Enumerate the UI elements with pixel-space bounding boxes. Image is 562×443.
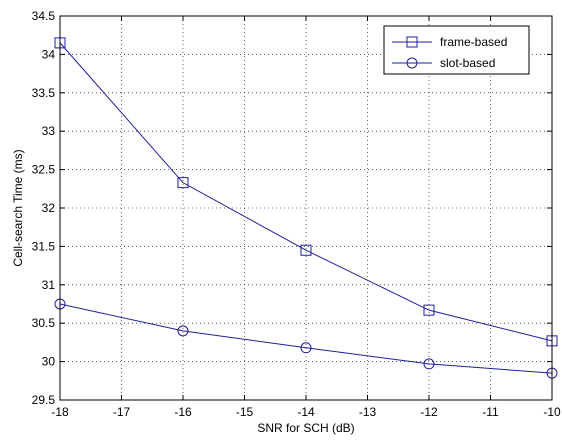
y-tick-label: 31.5	[32, 239, 56, 253]
series-line-slot-based	[59, 303, 553, 374]
y-tick-label: 32	[42, 201, 56, 215]
x-tick-label: -12	[420, 405, 438, 419]
data-point-slot-based	[300, 342, 312, 354]
y-tick-label: 33	[42, 124, 56, 138]
y-tick-label: 33.5	[32, 86, 56, 100]
data-point-slot-based	[177, 325, 189, 337]
y-tick-label: 30	[42, 355, 56, 369]
x-tick-label: -14	[297, 405, 315, 419]
y-tick-label: 32.5	[32, 163, 56, 177]
series-line-frame-based	[59, 42, 553, 342]
legend-marker-frame-based	[406, 36, 418, 48]
y-tick-label: 34	[42, 47, 56, 61]
x-tick-labels: -18 -17 -16 -15 -14 -13 -12 -11 -10	[51, 405, 561, 419]
legend-label-slot-based: slot-based	[440, 56, 495, 70]
series-layer	[54, 37, 558, 379]
y-tick-label: 29.5	[32, 393, 56, 407]
x-tick-label: -17	[113, 405, 131, 419]
x-tick-label: -13	[359, 405, 377, 419]
x-tick-label: -11	[482, 405, 499, 419]
data-point-frame-based	[300, 244, 312, 256]
tick-marks	[59, 15, 553, 401]
y-tick-label: 34.5	[32, 9, 56, 23]
x-axis-label: SNR for SCH (dB)	[257, 421, 354, 435]
data-point-frame-based	[177, 177, 189, 189]
x-tick-label: -15	[236, 405, 254, 419]
legend-label-frame-based: frame-based	[440, 35, 507, 49]
y-axis-label: Cell-search Time (ms)	[11, 149, 25, 266]
y-tick-label: 30.5	[32, 316, 56, 330]
y-tick-labels: 29.5 30 30.5 31 31.5 32 32.5 33 33.5 34 34.5	[32, 9, 56, 407]
x-tick-label: -16	[174, 405, 192, 419]
x-tick-label: -18	[51, 405, 69, 419]
legend-marker-slot-based	[406, 57, 418, 69]
legend: frame-based slot-based	[383, 25, 530, 75]
series-slot-based	[54, 298, 558, 379]
y-tick-label: 31	[42, 278, 56, 292]
data-point-slot-based	[423, 358, 435, 370]
data-point-frame-based	[423, 304, 435, 316]
grid-lines	[60, 16, 552, 400]
x-tick-label: -10	[543, 405, 561, 419]
legend-box	[383, 25, 530, 75]
